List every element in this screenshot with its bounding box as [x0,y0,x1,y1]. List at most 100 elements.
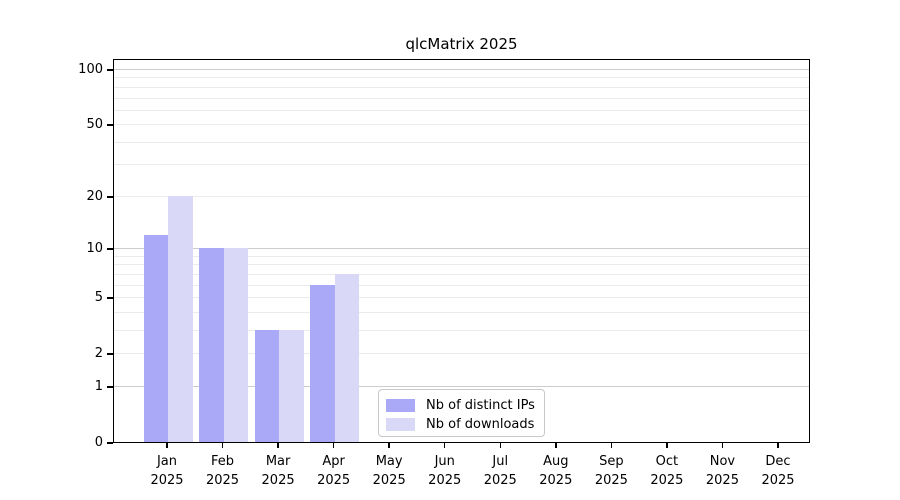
y-tick-label-0: 0 [94,435,103,450]
x-tick-feb [221,443,224,448]
gridline-y-8 [114,264,809,266]
x-tick-jun [443,443,446,448]
legend: Nb of distinct IPs Nb of downloads [378,389,545,437]
legend-label-downloads: Nb of downloads [426,417,535,432]
x-tick-year: 2025 [483,473,517,488]
x-tick-may [388,443,390,448]
y-tick-10 [107,248,113,250]
bar-nb-of-downloads-apr-2025 [334,273,360,442]
x-tick-apr [332,443,335,448]
x-tick-label-feb-2025: Feb 2025 [187,452,259,490]
x-tick-oct [666,443,668,448]
gridline-major-y-10 [114,248,809,250]
gridline-y-20 [114,195,809,197]
x-tick-label-sep-2025: Sep 2025 [575,452,647,490]
gridline-y-3 [114,329,809,331]
chart-title: qlcMatrix 2025 [405,35,518,53]
x-tick-year: 2025 [594,473,628,488]
gridline-y-70 [114,97,809,99]
x-tick-month: Nov [709,454,736,469]
gridline-y-40 [114,141,809,143]
x-tick-month: Jul [492,454,509,469]
x-tick-sep [610,443,613,448]
legend-label-distinct-ips: Nb of distinct IPs [426,398,535,413]
gridline-major-y-100 [114,69,809,70]
x-tick-label-apr-2025: Apr 2025 [298,452,370,490]
x-tick-year: 2025 [317,473,351,488]
y-tick-100 [107,69,113,71]
y-tick-0 [107,442,113,444]
gridline-y-60 [114,109,809,111]
gridline-y-30 [114,164,809,166]
plot-area [113,59,810,443]
gridline-y-4 [114,311,809,313]
x-tick-year: 2025 [761,473,795,488]
y-tick-label-10: 10 [86,241,103,257]
x-tick-label-jan-2025: Jan 2025 [131,452,203,490]
y-tick-label-100: 100 [78,62,103,77]
gridline-y-2 [114,353,809,355]
x-tick-year: 2025 [650,473,684,488]
legend-swatch-distinct-ips [386,399,415,412]
legend-item-downloads: Nb of downloads [386,415,544,434]
x-tick-aug [555,443,557,448]
y-tick-label-1: 1 [94,378,103,394]
x-tick-jul [499,443,502,448]
x-tick-month: Aug [543,454,569,469]
x-tick-year: 2025 [205,473,240,488]
x-tick-label-dec-2025: Dec 2025 [742,452,814,490]
bar-nb-of-downloads-feb-2025 [223,248,249,442]
bar-nb-of-distinct-ips-apr-2025 [310,284,335,442]
gridline-y-50 [114,124,809,126]
x-tick-month: Jan [156,454,178,469]
x-tick-month: Sep [599,454,624,469]
legend-swatch-downloads [386,418,415,431]
y-tick-50 [107,124,113,126]
y-tick-label-2: 2 [94,346,103,362]
x-tick-label-aug-2025: Aug 2025 [520,452,592,490]
x-tick-year: 2025 [705,473,739,488]
bar-nb-of-downloads-jan-2025 [168,195,193,442]
x-tick-month: Mar [265,454,291,469]
x-tick-dec [777,443,779,448]
bar-nb-of-distinct-ips-feb-2025 [199,248,224,442]
x-tick-year: 2025 [150,473,184,488]
y-tick-label-20: 20 [86,188,103,204]
x-tick-year: 2025 [372,473,406,488]
gridline-y-9 [114,255,809,257]
x-tick-mar [277,443,279,448]
x-tick-year: 2025 [539,473,573,488]
y-tick-1 [107,386,113,388]
y-tick-label-50: 50 [86,117,103,133]
x-tick-month: Apr [322,454,345,469]
y-tick-label-5: 5 [94,290,103,306]
gridline-y-90 [114,77,809,79]
y-tick-2 [107,353,113,355]
x-tick-year: 2025 [261,473,295,488]
x-tick-label-mar-2025: Mar 2025 [242,452,314,490]
x-tick-label-jun-2025: Jun 2025 [409,452,481,490]
y-tick-5 [107,297,113,299]
bar-nb-of-downloads-mar-2025 [279,329,304,442]
x-tick-label-nov-2025: Nov 2025 [686,452,758,490]
y-tick-20 [107,196,113,198]
bar-nb-of-distinct-ips-mar-2025 [254,329,280,442]
x-tick-label-jul-2025: Jul 2025 [464,452,536,490]
x-tick-month: Jun [434,454,455,469]
x-tick-label-may-2025: May 2025 [353,452,425,490]
gridline-major-y-1 [114,385,809,387]
legend-item-distinct-ips: Nb of distinct IPs [386,396,544,415]
x-tick-year: 2025 [428,473,462,488]
x-tick-month: May [375,454,403,469]
x-tick-label-oct-2025: Oct 2025 [631,452,703,490]
gridline-y-5 [114,297,809,299]
x-tick-jan [166,443,168,448]
gridline-y-6 [114,284,809,286]
bar-nb-of-distinct-ips-jan-2025 [143,234,168,442]
x-tick-month: Feb [211,454,235,469]
x-tick-month: Dec [765,454,791,469]
gridline-y-7 [114,273,809,275]
x-tick-nov [721,443,724,448]
gridline-y-80 [114,86,809,88]
